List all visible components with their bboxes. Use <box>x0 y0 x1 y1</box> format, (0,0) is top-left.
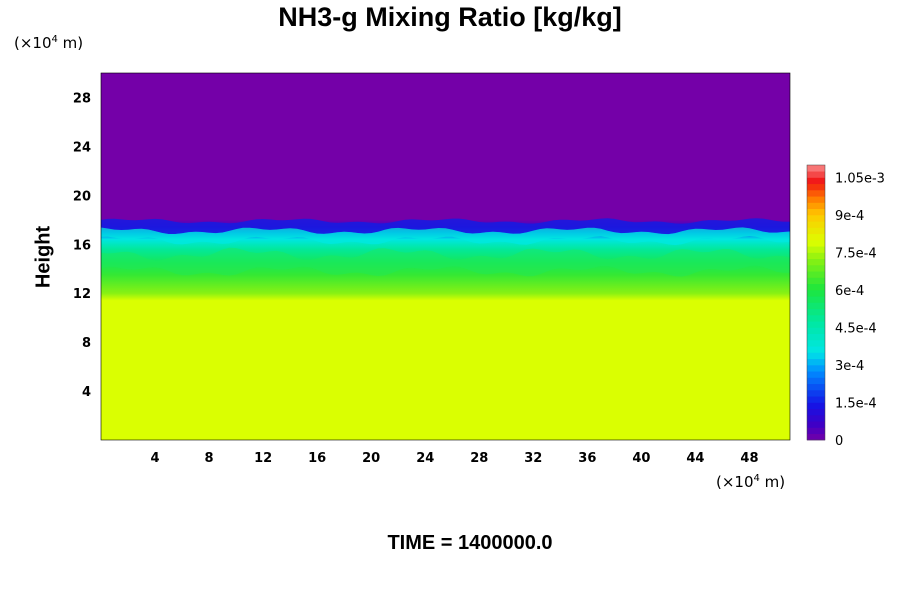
y-tick-label: 28 <box>73 91 91 106</box>
colorbar-segment <box>807 333 825 341</box>
colorbar-segment <box>807 327 825 335</box>
green-front-band <box>101 247 790 277</box>
x-tick-label: 44 <box>686 451 704 466</box>
blue-front-band <box>101 218 790 235</box>
colorbar-segment <box>807 290 825 297</box>
x-tick-label: 32 <box>524 451 542 466</box>
time-label: TIME = 1400000.0 <box>387 532 553 554</box>
heatmap-field <box>101 73 790 440</box>
cyan-front-band <box>101 227 790 246</box>
colorbar-segment <box>807 265 825 272</box>
colorbar-segment <box>807 396 825 403</box>
colorbar-segment <box>807 433 825 441</box>
colorbar-segment <box>807 208 825 216</box>
colorbar-segment <box>807 196 825 203</box>
y-unit-exponent: 4 <box>51 34 58 45</box>
x-tick-label: 16 <box>308 451 326 466</box>
colorbar-segment <box>807 215 825 222</box>
colorbar: 0 1.5e-4 3e-4 4.5e-4 6e-4 7.5e-4 9e-4 1.05e-3 <box>806 164 885 449</box>
colorbar-segment <box>807 283 825 291</box>
y-unit-suffix: m) <box>57 34 84 52</box>
colorbar-segment <box>807 427 825 435</box>
plot-border <box>100 72 791 441</box>
colorbar-tick-label: 0 <box>835 434 843 449</box>
colorbar-segment <box>807 258 825 266</box>
x-unit-suffix: m) <box>759 473 786 491</box>
colorbar-segment <box>807 390 825 397</box>
colorbar-segment <box>807 308 825 316</box>
y-tick-label: 8 <box>82 336 91 351</box>
colorbar-tick-label: 3e-4 <box>835 359 864 374</box>
colorbar-segment <box>807 252 825 260</box>
colorbar-segment <box>807 421 825 428</box>
x-tick-label: 36 <box>578 451 596 466</box>
x-tick-label: 20 <box>362 451 380 466</box>
colorbar-segment <box>807 340 825 347</box>
colorbar-segment <box>807 346 825 353</box>
y-tick-label: 12 <box>73 287 91 302</box>
colorbar-tick-label: 1.05e-3 <box>835 172 885 187</box>
x-tick-label: 12 <box>254 451 272 466</box>
colorbar-segment <box>807 177 825 185</box>
colorbar-segment <box>807 233 825 241</box>
colorbar-tick-label: 4.5e-4 <box>835 322 877 337</box>
x-unit-prefix: (×10 <box>716 473 754 491</box>
colorbar-segment <box>807 246 825 253</box>
colorbar-segment <box>807 271 825 278</box>
y-tick-label: 4 <box>82 385 91 400</box>
colorbar-segment <box>807 365 825 372</box>
chart-title: NH3-g Mixing Ratio [kg/kg] <box>278 2 622 32</box>
x-tick-label: 4 <box>151 451 160 466</box>
colorbar-segment <box>807 352 825 360</box>
colorbar-segment <box>807 321 825 328</box>
colorbar-segment <box>807 171 825 178</box>
y-tick-label: 20 <box>73 189 91 204</box>
colorbar-tick-label: 6e-4 <box>835 284 864 299</box>
colorbar-segment <box>807 408 825 416</box>
colorbar-border <box>806 164 826 441</box>
colorbar-segment <box>807 183 825 191</box>
colorbar-segment <box>807 277 825 285</box>
y-tick-label: 16 <box>73 238 91 253</box>
y-axis-unit: (×104 m) <box>14 34 83 52</box>
colorbar-tick-label: 9e-4 <box>835 209 864 224</box>
plot-area <box>100 72 791 441</box>
colorbar-segment <box>807 227 825 235</box>
colorbar-segment <box>807 190 825 197</box>
colorbar-tick-label: 1.5e-4 <box>835 397 877 412</box>
colorbar-segment <box>807 371 825 378</box>
colorbar-segment <box>807 202 825 210</box>
colorbar-segment <box>807 402 825 410</box>
x-tick-label: 8 <box>205 451 214 466</box>
colorbar-segment <box>807 358 825 366</box>
colorbar-segment <box>807 315 825 322</box>
x-tick-label: 48 <box>740 451 758 466</box>
x-axis-unit: (×104 m) <box>716 473 785 491</box>
y-unit-prefix: (×10 <box>14 34 52 52</box>
colorbar-segment <box>807 302 825 310</box>
colorbar-segment <box>807 415 825 422</box>
colorbar-segment <box>807 221 825 228</box>
colorbar-segment <box>807 296 825 303</box>
x-tick-label: 28 <box>470 451 488 466</box>
colorbar-segment <box>807 377 825 385</box>
x-unit-exponent: 4 <box>753 473 760 484</box>
y-tick-label: 24 <box>73 140 91 155</box>
colorbar-segment <box>807 383 825 391</box>
x-tick-label: 40 <box>632 451 650 466</box>
x-tick-label: 24 <box>416 451 434 466</box>
colorbar-segment <box>807 165 825 172</box>
colorbar-tick-label: 7.5e-4 <box>835 247 877 262</box>
colorbar-segment <box>807 240 825 247</box>
